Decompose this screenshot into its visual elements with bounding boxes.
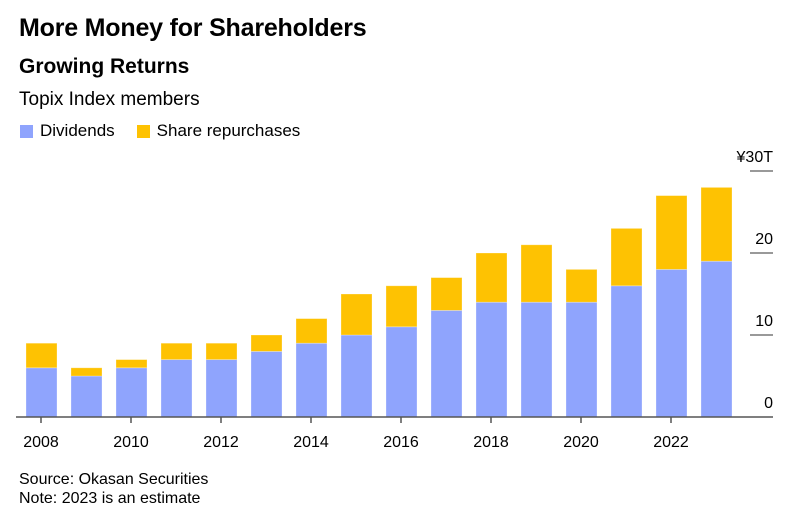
y-tick-label-30: ¥30T: [736, 149, 774, 166]
bar-dividends-2021: [610, 285, 643, 418]
bar-share-repurchases-2013: [250, 334, 283, 352]
bar-dividends-2016: [385, 326, 418, 418]
bar-dividends-2017: [430, 309, 463, 418]
y-tick-label-0: 0: [764, 395, 773, 412]
bar-dividends-2023: [700, 260, 733, 418]
legend-label-dividends: Dividends: [40, 121, 115, 140]
axes-group: 2008 2010 2012 2014 2016 2018 2020 2022 0 10 20 ¥30…: [16, 149, 773, 451]
bar-dividends-2012: [205, 359, 238, 418]
bar-dividends-2015: [340, 334, 373, 418]
bar-dividends-2008: [25, 367, 58, 418]
chart-description: Topix Index members: [19, 89, 200, 110]
bar-share-repurchases-2018: [475, 252, 508, 303]
x-tick-label-2008: 2008: [23, 434, 59, 451]
bar-dividends-2014: [295, 342, 328, 418]
legend-swatch-dividends: [20, 124, 33, 138]
bar-share-repurchases-2021: [610, 227, 643, 287]
bar-share-repurchases-2016: [385, 285, 418, 328]
legend-item-dividends: Dividends: [20, 121, 115, 141]
bar-share-repurchases-2020: [565, 268, 598, 303]
legend: Dividends Share repurchases: [20, 121, 322, 141]
legend-swatch-share-repurchases: [136, 124, 150, 138]
bars-group: [25, 186, 733, 418]
bar-share-repurchases-2014: [295, 318, 328, 344]
bar-share-repurchases-2015: [340, 293, 373, 336]
bar-share-repurchases-2011: [160, 342, 193, 361]
x-tick-label-2010: 2010: [113, 434, 149, 451]
x-tick-label-2020: 2020: [563, 434, 599, 451]
bar-share-repurchases-2022: [655, 195, 688, 270]
bar-share-repurchases-2017: [430, 277, 463, 311]
bar-share-repurchases-2010: [115, 359, 148, 369]
bar-share-repurchases-2012: [205, 342, 238, 361]
bar-dividends-2020: [565, 301, 598, 418]
x-tick-label-2014: 2014: [293, 434, 329, 451]
legend-item-share-repurchases: Share repurchases: [136, 121, 301, 141]
legend-label-share-repurchases: Share repurchases: [156, 121, 301, 140]
bar-share-repurchases-2008: [25, 342, 58, 369]
chart-title: More Money for Shareholders: [19, 14, 367, 42]
y-tick-label-10: 10: [755, 313, 773, 330]
bar-dividends-2018: [475, 301, 508, 418]
bar-share-repurchases-2019: [520, 244, 553, 303]
bar-dividends-2009: [70, 375, 103, 418]
x-tick-label-2012: 2012: [203, 434, 239, 451]
y-tick-label-20: 20: [755, 231, 773, 248]
bar-dividends-2010: [115, 367, 148, 418]
bar-dividends-2019: [520, 301, 553, 418]
bar-dividends-2011: [160, 359, 193, 418]
x-tick-label-2016: 2016: [383, 434, 419, 451]
bar-share-repurchases-2023: [700, 186, 733, 262]
bar-dividends-2022: [655, 268, 688, 418]
chart-subtitle: Growing Returns: [19, 55, 190, 78]
bar-share-repurchases-2009: [70, 367, 103, 377]
estimate-note: Note: 2023 is an estimate: [19, 490, 201, 507]
chart-footer: Source: Okasan Securities Note: 2023 is …: [19, 470, 208, 508]
source-note: Source: Okasan Securities: [19, 471, 209, 488]
x-tick-label-2018: 2018: [473, 434, 509, 451]
x-tick-label-2022: 2022: [653, 434, 689, 451]
bar-dividends-2013: [250, 350, 283, 418]
